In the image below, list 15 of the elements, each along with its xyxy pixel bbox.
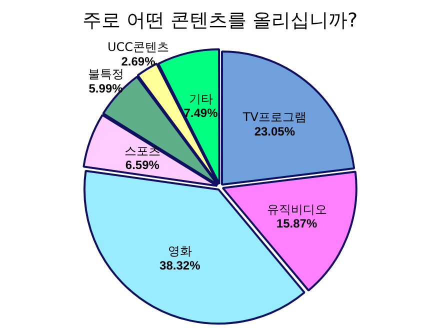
data-label: 15.87%	[276, 216, 318, 231]
slice-label: TV프로그램	[242, 110, 306, 124]
slice-label: 스포츠	[124, 144, 160, 158]
slice-label: 기타	[188, 92, 213, 106]
slice-label: 불특정	[88, 67, 124, 82]
slice-label: 유직비디오	[266, 202, 327, 216]
data-label: 23.05%	[254, 124, 296, 138]
chart-title: 주로 어떤 콘텐츠를 올리십니까?	[82, 9, 358, 32]
data-label: 38.32%	[160, 258, 201, 272]
slice-label: UCC콘텐츠	[107, 40, 170, 54]
data-label: 2.69%	[121, 54, 156, 68]
data-label: 6.59%	[125, 158, 160, 172]
data-label: 5.99%	[88, 81, 124, 96]
data-label: 7.49%	[184, 106, 218, 120]
slice-label: 영화	[168, 244, 192, 258]
